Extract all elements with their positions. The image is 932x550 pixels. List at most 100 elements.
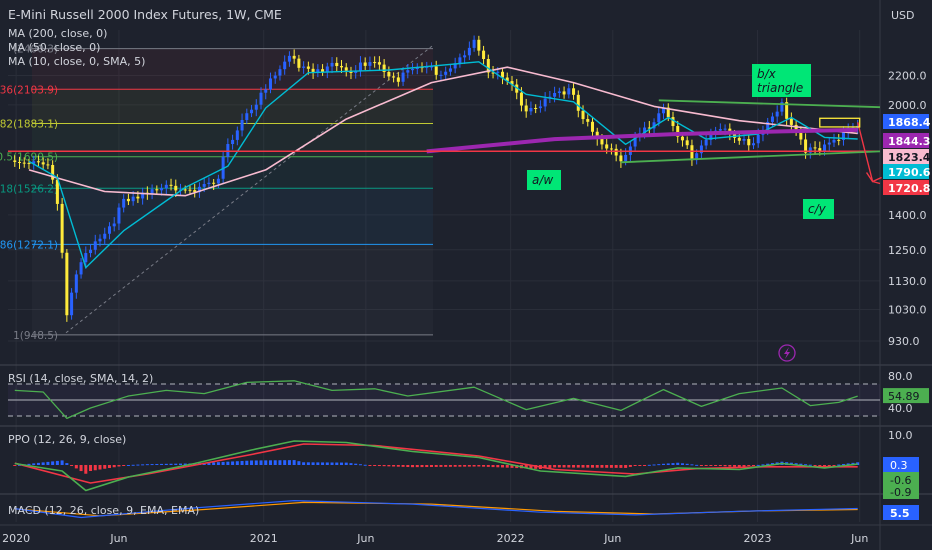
candle-body[interactable] bbox=[392, 76, 396, 78]
price-axis[interactable]: 2200.0 2000.0 1400.0 1250.0 1130.0 1030.0 930.… bbox=[883, 70, 931, 520]
candle-body[interactable] bbox=[647, 127, 651, 129]
candle-body[interactable] bbox=[624, 154, 628, 162]
candle-body[interactable] bbox=[141, 192, 145, 199]
candle-body[interactable] bbox=[126, 198, 130, 202]
candle-body[interactable] bbox=[254, 104, 258, 110]
candle-body[interactable] bbox=[84, 253, 88, 263]
candle-body[interactable] bbox=[321, 69, 325, 73]
candle-body[interactable] bbox=[136, 196, 140, 199]
candle-body[interactable] bbox=[652, 122, 656, 129]
candle-body[interactable] bbox=[505, 77, 509, 82]
candle-body[interactable] bbox=[567, 88, 571, 95]
candle-body[interactable] bbox=[197, 186, 201, 193]
candle-body[interactable] bbox=[538, 106, 542, 109]
candle-body[interactable] bbox=[510, 81, 514, 85]
candle-body[interactable] bbox=[609, 148, 613, 150]
candle-body[interactable] bbox=[780, 102, 784, 112]
candle-body[interactable] bbox=[747, 138, 751, 146]
candle-body[interactable] bbox=[358, 62, 362, 71]
price-pane[interactable] bbox=[13, 35, 860, 322]
candle-body[interactable] bbox=[785, 102, 789, 119]
candle-body[interactable] bbox=[804, 139, 808, 153]
candle-body[interactable] bbox=[107, 226, 111, 234]
candle-body[interactable] bbox=[808, 147, 812, 153]
candle-body[interactable] bbox=[202, 183, 206, 187]
candle-body[interactable] bbox=[112, 223, 116, 227]
candle-body[interactable] bbox=[273, 75, 277, 79]
candle-body[interactable] bbox=[699, 145, 703, 154]
candle-body[interactable] bbox=[278, 69, 282, 76]
candle-body[interactable] bbox=[22, 162, 26, 164]
candle-body[interactable] bbox=[103, 233, 107, 239]
candle-body[interactable] bbox=[382, 64, 386, 72]
candle-body[interactable] bbox=[368, 62, 372, 66]
candle-body[interactable] bbox=[619, 155, 623, 162]
candle-body[interactable] bbox=[472, 39, 476, 48]
candle-body[interactable] bbox=[36, 161, 40, 163]
macd-pane[interactable]: MACD (12, 26, close, 9, EMA, EMA) bbox=[8, 500, 858, 519]
candle-body[interactable] bbox=[13, 160, 17, 162]
candle-body[interactable] bbox=[841, 132, 845, 140]
candle-body[interactable] bbox=[60, 203, 64, 253]
lightning-icon[interactable] bbox=[778, 344, 796, 362]
candle-body[interactable] bbox=[756, 134, 760, 144]
candle-body[interactable] bbox=[183, 189, 187, 191]
candle-body[interactable] bbox=[671, 117, 675, 127]
candle-body[interactable] bbox=[590, 121, 595, 132]
candle-body[interactable] bbox=[122, 198, 126, 208]
candle-body[interactable] bbox=[463, 55, 467, 58]
candle-body[interactable] bbox=[486, 59, 490, 73]
candle-body[interactable] bbox=[216, 178, 220, 184]
candle-body[interactable] bbox=[832, 139, 836, 143]
candle-body[interactable] bbox=[553, 92, 557, 97]
candle-body[interactable] bbox=[373, 62, 377, 64]
candle-body[interactable] bbox=[150, 189, 154, 194]
candle-body[interactable] bbox=[231, 139, 235, 145]
candle-body[interactable] bbox=[340, 66, 344, 68]
candle-body[interactable] bbox=[662, 107, 666, 114]
candle-body[interactable] bbox=[41, 162, 45, 165]
candle-body[interactable] bbox=[363, 62, 367, 66]
candle-body[interactable] bbox=[633, 137, 637, 147]
candle-body[interactable] bbox=[377, 62, 381, 65]
candle-body[interactable] bbox=[496, 71, 500, 73]
candle-body[interactable] bbox=[581, 110, 585, 120]
candle-body[interactable] bbox=[614, 148, 618, 156]
candle-body[interactable] bbox=[207, 182, 211, 184]
candle-body[interactable] bbox=[117, 207, 121, 224]
candle-body[interactable] bbox=[704, 139, 708, 146]
candle-body[interactable] bbox=[605, 144, 609, 149]
candle-body[interactable] bbox=[429, 66, 433, 68]
candle-body[interactable] bbox=[680, 136, 684, 141]
candle-body[interactable] bbox=[501, 71, 505, 78]
candle-body[interactable] bbox=[354, 70, 358, 73]
candle-body[interactable] bbox=[268, 78, 272, 90]
candle-body[interactable] bbox=[89, 249, 93, 254]
candle-body[interactable] bbox=[448, 68, 452, 72]
candle-body[interactable] bbox=[155, 189, 159, 191]
candle-body[interactable] bbox=[600, 138, 604, 145]
candle-body[interactable] bbox=[98, 238, 102, 242]
candle-body[interactable] bbox=[482, 50, 486, 60]
candle-body[interactable] bbox=[453, 63, 457, 69]
candle-body[interactable] bbox=[70, 292, 74, 316]
candle-body[interactable] bbox=[813, 147, 817, 149]
candle-body[interactable] bbox=[297, 58, 301, 68]
candle-body[interactable] bbox=[406, 70, 410, 73]
candle-body[interactable] bbox=[212, 182, 216, 184]
time-axis[interactable]: 2020 Jun 2021 Jun 2022 Jun 2023 Jun bbox=[0, 524, 932, 545]
candle-body[interactable] bbox=[306, 66, 310, 69]
candle-body[interactable] bbox=[169, 184, 173, 186]
candle-body[interactable] bbox=[79, 262, 83, 275]
candle-body[interactable] bbox=[695, 153, 699, 161]
candle-body[interactable] bbox=[396, 77, 400, 82]
candle-body[interactable] bbox=[264, 89, 268, 93]
candle-body[interactable] bbox=[709, 134, 713, 140]
candle-body[interactable] bbox=[259, 92, 263, 105]
candle-body[interactable] bbox=[770, 116, 774, 122]
candle-body[interactable] bbox=[543, 98, 547, 107]
candle-body[interactable] bbox=[51, 164, 55, 180]
candle-body[interactable] bbox=[27, 162, 31, 164]
candle-body[interactable] bbox=[742, 138, 746, 141]
candle-body[interactable] bbox=[55, 179, 59, 204]
